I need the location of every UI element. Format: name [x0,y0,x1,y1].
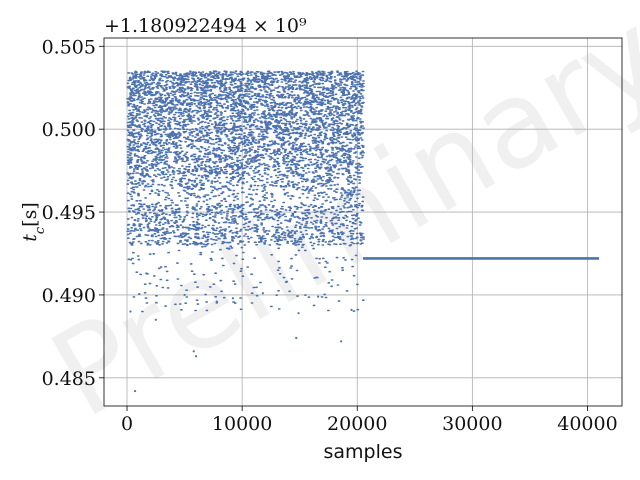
data-points [126,70,599,393]
y-tick-label: 0.505 [42,36,96,58]
x-tick-label: 10000 [212,413,272,435]
plot-area-frame [103,37,623,407]
scatter-cloud [126,70,365,313]
outlier-point [317,295,320,298]
outlier-point [194,355,198,358]
y-axis-label: tc[s] [19,202,48,242]
y-offset-label: +1.180922494 × 10⁹ [104,15,307,37]
x-axis-label: samples [324,441,403,463]
outlier-point [154,318,157,321]
outlier-point [340,340,343,343]
outlier-point [133,389,137,393]
x-tick-label: 0 [121,413,133,435]
y-tick-label: 0.500 [42,119,96,141]
y-axis-label-unit: [s] [19,202,41,227]
x-tick-label: 40000 [557,413,617,435]
y-tick-label: 0.485 [42,368,96,390]
outlier-point [183,293,186,297]
axis-ticks: 0 10000 20000 30000 40000 0.485 0.490 0.495 0.50… [42,36,618,435]
outlier-point [295,336,298,340]
outlier-point [261,292,264,295]
y-axis-label-main: t [19,234,41,242]
outlier-point [215,300,218,303]
y-tick-label: 0.490 [42,285,96,307]
y-tick-label: 0.495 [42,202,96,224]
outlier-point [297,312,300,315]
x-tick-label: 20000 [327,413,387,435]
outlier-point [350,308,353,311]
outlier-point [129,310,132,313]
watermark-text: Preliminary [30,0,640,445]
x-tick-label: 30000 [442,413,502,435]
y-axis-label-sub: c [33,226,48,234]
outlier-point [192,350,195,353]
outlier-point [231,297,235,300]
grid [104,38,622,406]
